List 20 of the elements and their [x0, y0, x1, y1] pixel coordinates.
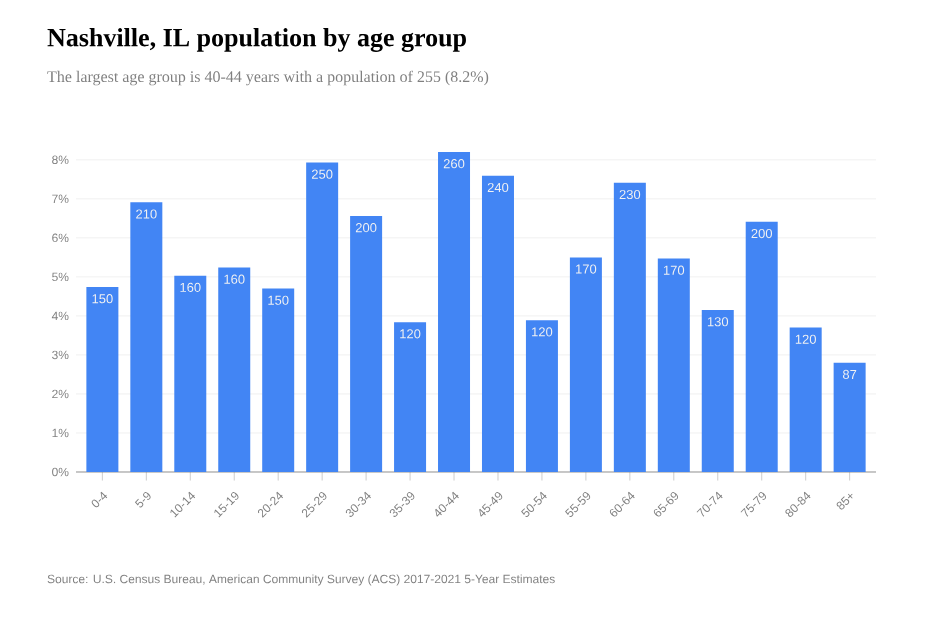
bar [745, 221, 778, 472]
bar [174, 275, 207, 472]
bar [569, 257, 602, 472]
bar [394, 322, 427, 472]
bar [789, 327, 822, 472]
bar [262, 288, 295, 472]
bar [306, 162, 339, 472]
bar [833, 362, 866, 472]
bar [86, 287, 119, 472]
bar [481, 175, 514, 472]
bar [701, 310, 734, 472]
bar [613, 182, 646, 472]
chart-title: Nashville, IL population by age group [47, 28, 466, 52]
bar [350, 216, 383, 472]
bar [525, 320, 558, 472]
chart-subtitle: The largest age group is 40-44 years with a population of 255 (8.2%) [47, 70, 489, 86]
bar [438, 152, 471, 472]
bar [218, 267, 251, 472]
bar [657, 258, 690, 472]
bar [130, 202, 163, 472]
